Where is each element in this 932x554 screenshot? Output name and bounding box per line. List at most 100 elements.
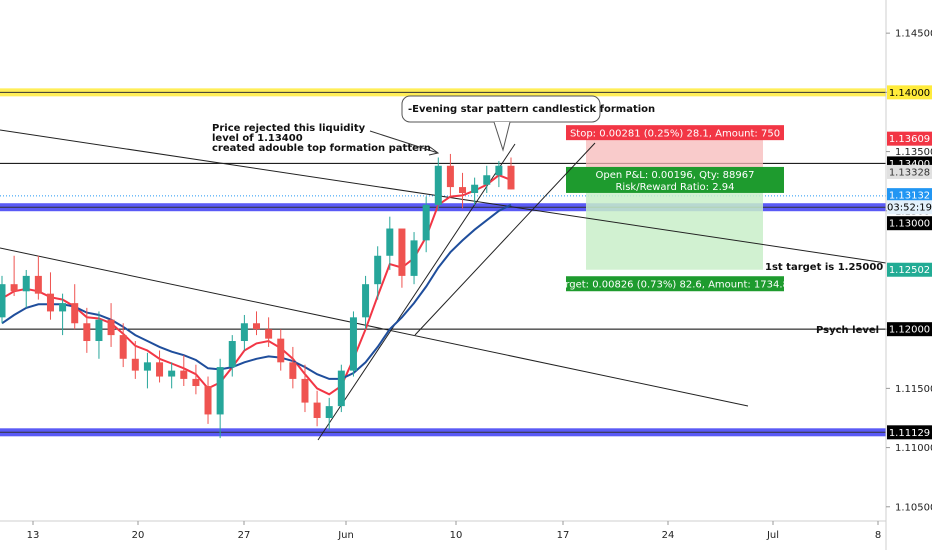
- x-tick-label-1: 20: [132, 530, 145, 541]
- x-tick-label-6: 24: [662, 530, 675, 541]
- candle-body-25: [301, 378, 309, 403]
- pnl-label-text-1: Open P&L: 0.00196, Qty: 88967: [596, 170, 755, 181]
- stop-label-text: Stop: 0.00281 (0.25%) 28.1, Amount: 750: [570, 129, 780, 140]
- rejection-note-line-1: Price rejected this liquidity: [212, 123, 366, 134]
- candle-body-39: [471, 184, 479, 194]
- candle-body-24: [289, 362, 297, 379]
- price-tag-bg-5: [887, 200, 932, 215]
- trendline-lower[interactable]: [0, 247, 749, 407]
- y-tick-label-0: 1.14500: [895, 29, 932, 40]
- candle-body-29: [349, 317, 357, 371]
- candle-body-40: [483, 175, 491, 185]
- evening-star-callout-pointer: [493, 121, 511, 152]
- target-label-bg: [566, 276, 784, 292]
- uptrend-line-1[interactable]: [317, 143, 516, 441]
- price-tag-label-9: 1.11129: [889, 428, 930, 439]
- rejection-note-line-3: created adouble top formation pattern: [212, 143, 431, 154]
- candle-body-4: [46, 293, 54, 312]
- first-target-note: 1st target is 1.25000: [765, 262, 883, 273]
- candle-body-1: [10, 284, 18, 292]
- rejection-arrow: [369, 130, 440, 156]
- x-tick-label-2: 27: [238, 530, 251, 541]
- candle-body-16: [192, 378, 200, 387]
- candle-body-7: [83, 323, 91, 342]
- target-label-text: Target: 0.00826 (0.73%) 82.6, Amount: 17…: [554, 280, 796, 291]
- stop-zone: [586, 138, 763, 172]
- price-tag-label-0: 1.14000: [889, 88, 930, 99]
- uptrend-line-2[interactable]: [414, 142, 596, 336]
- candle-body-34: [410, 240, 418, 276]
- price-tag-label-3: 1.13328: [889, 167, 930, 178]
- candle-body-27: [325, 406, 333, 418]
- price-tag-bg-1: [887, 131, 932, 146]
- candle-body-32: [386, 228, 394, 256]
- x-tick-label-7: Jul: [766, 530, 779, 541]
- trendline-upper[interactable]: [0, 129, 887, 264]
- psych-level-note: Psych level: [816, 325, 879, 336]
- stop-label-bg: [566, 125, 784, 141]
- annotations: -Evening star pattern candlestick format…: [212, 95, 883, 336]
- candle-body-0: [0, 284, 6, 318]
- price-tag-label-7: 1.12502: [889, 265, 930, 276]
- trend-lines: [0, 129, 887, 441]
- price-tag-bg-7: [887, 262, 932, 277]
- candle-body-22: [265, 329, 273, 339]
- y-tick-label-7: 1.10500: [895, 502, 932, 513]
- candle-body-6: [71, 303, 79, 324]
- candle-body-13: [156, 362, 164, 377]
- candle-body-26: [313, 402, 321, 418]
- candle-body-8: [95, 319, 103, 342]
- pnl-label-bg: [566, 166, 784, 193]
- candle-body-23: [277, 338, 285, 363]
- candle-body-41: [495, 165, 503, 176]
- candle-body-38: [459, 187, 467, 194]
- price-tag-bg-9: [887, 425, 932, 440]
- price-tag-bg-4: [887, 188, 932, 203]
- candle-body-19: [228, 341, 236, 368]
- price-tag-label-1: 1.13609: [889, 134, 930, 145]
- candle-body-37: [446, 165, 454, 188]
- candle-body-28: [337, 370, 345, 407]
- x-tick-label-4: 10: [450, 530, 463, 541]
- price-tag-bg-8: [887, 322, 932, 337]
- candle-body-2: [22, 275, 30, 292]
- x-tick-label-3: Jun: [337, 530, 354, 541]
- x-tick-label-8: 8: [875, 530, 881, 541]
- price-tag-label-2: 1.13400: [889, 159, 930, 170]
- position-box: Stop: 0.00281 (0.25%) 28.1, Amount: 750 O…: [554, 125, 796, 292]
- x-tick-label-0: 13: [27, 530, 40, 541]
- price-tag-label-8: 1.12000: [889, 325, 930, 336]
- candle-body-11: [131, 358, 139, 371]
- candle-body-21: [253, 323, 260, 330]
- candle-body-30: [362, 284, 370, 318]
- price-tag-bg-6: [887, 216, 932, 231]
- price-tag-bg-0: [887, 85, 932, 100]
- candle-body-12: [143, 362, 151, 371]
- price-tag-label-4: 1.13132: [889, 191, 930, 202]
- candle-body-42: [507, 165, 515, 190]
- y-tick-label-5: 1.11500: [895, 384, 932, 395]
- x-tick-label-5: 17: [557, 530, 570, 541]
- price-tag-label-6: 1.13000: [889, 219, 930, 230]
- pnl-label-text-2: Risk/Reward Ratio: 2.94: [615, 182, 734, 193]
- candle-body-31: [374, 255, 382, 285]
- candle-body-35: [422, 204, 430, 241]
- candle-body-18: [216, 367, 224, 415]
- candle-body-10: [119, 335, 127, 359]
- candle-body-33: [398, 228, 406, 276]
- candle-body-17: [204, 386, 212, 415]
- y-tick-label-2: 1.13500: [895, 147, 932, 158]
- ema_slow-line: [1, 203, 512, 380]
- candle-body-9: [107, 319, 115, 336]
- price-tag-bg-3: [887, 164, 932, 179]
- candle-body-36: [434, 165, 442, 205]
- evening-star-note: -Evening star pattern candlestick format…: [408, 104, 655, 115]
- candle-body-14: [168, 370, 176, 377]
- y-tick-label-6: 1.11000: [895, 443, 932, 454]
- candles: [0, 153, 515, 439]
- rejection-note-line-2: level of 1.13400: [212, 133, 303, 144]
